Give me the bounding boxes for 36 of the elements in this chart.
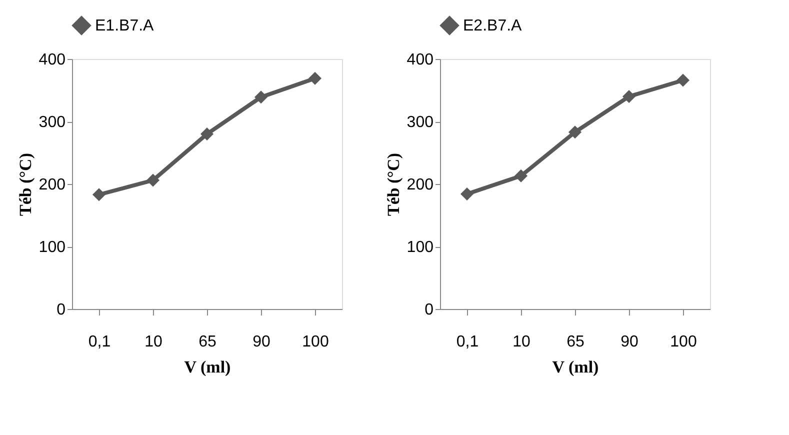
x-tick-label: 10 [144, 334, 162, 350]
legend-label: E2.B7.A [463, 18, 522, 34]
point [676, 74, 690, 87]
y-tick-label: 300 [38, 114, 66, 131]
point [200, 127, 214, 141]
x-tick-label: 100 [302, 334, 329, 350]
x-axis-title: V (ml) [552, 358, 599, 376]
y-tick-label: 400 [406, 52, 434, 68]
y-tick-label: 300 [406, 114, 434, 131]
x-tick-label: 0,1 [456, 334, 479, 350]
point [92, 188, 106, 202]
x-tick-label: 65 [198, 334, 216, 350]
point [460, 187, 474, 201]
y-tick-label: 200 [38, 176, 66, 194]
y-tick-label: 0 [424, 302, 434, 318]
x-axis-title: V (ml) [184, 358, 231, 376]
y-tick-label: 100 [38, 239, 66, 256]
y-tick-label: 400 [38, 52, 66, 68]
point [308, 72, 322, 85]
x-tick-label: 10 [512, 334, 530, 350]
point [568, 126, 582, 139]
y-axis-title: Téb (°C) [384, 153, 403, 216]
legend-label: E1.B7.A [95, 18, 154, 34]
y-tick-label: 200 [406, 176, 434, 194]
x-tick-label: 100 [670, 334, 697, 350]
point [622, 90, 636, 104]
point [254, 90, 268, 104]
point [514, 169, 528, 182]
y-tick-label: 0 [56, 302, 66, 318]
y-axis-title: Téb (°C) [16, 153, 35, 216]
point [146, 174, 160, 187]
x-tick-label: 90 [252, 334, 270, 350]
x-tick-label: 90 [620, 334, 638, 350]
y-tick-label: 100 [406, 239, 434, 256]
x-tick-label: 65 [566, 334, 584, 350]
x-tick-label: 0,1 [88, 334, 111, 350]
